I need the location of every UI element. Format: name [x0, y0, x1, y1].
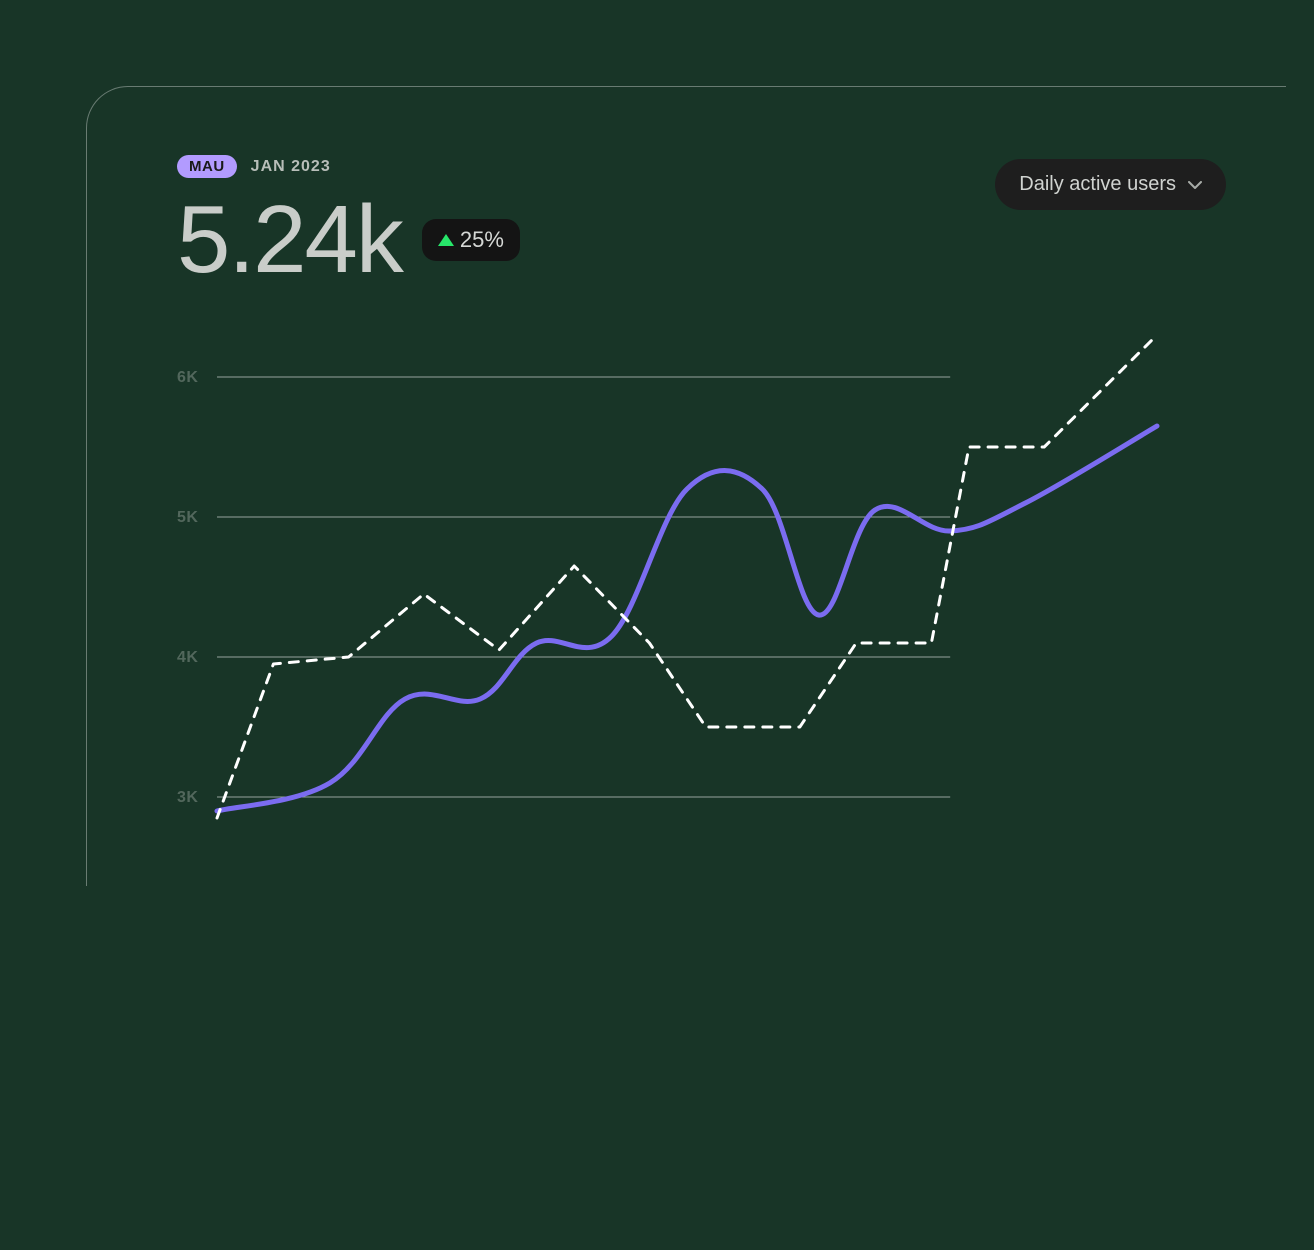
- series-previous: [217, 335, 1157, 818]
- metric-card: MAU JAN 2023 5.24k 25% Daily active user…: [86, 86, 1286, 886]
- y-axis-tick: 3K: [177, 789, 198, 806]
- y-axis-tick: 6K: [177, 369, 198, 386]
- date-label: JAN 2023: [251, 158, 331, 176]
- y-axis-tick: 4K: [177, 649, 198, 666]
- series-current: [217, 426, 1157, 811]
- chevron-down-icon: [1188, 173, 1202, 196]
- metric-value: 5.24k: [177, 192, 402, 288]
- y-axis-tick: 5K: [177, 509, 198, 526]
- metric-row: 5.24k 25%: [177, 192, 520, 288]
- change-badge: 25%: [422, 219, 520, 261]
- badge-row: MAU JAN 2023: [177, 155, 520, 178]
- card-header: MAU JAN 2023 5.24k 25% Daily active user…: [177, 155, 1226, 288]
- line-chart: 6K5K4K3K: [177, 377, 1157, 797]
- trend-up-icon: [438, 234, 454, 246]
- change-value: 25%: [460, 227, 504, 253]
- mau-badge: MAU: [177, 155, 237, 178]
- chart-area: 6K5K4K3K: [177, 377, 1157, 797]
- header-left: MAU JAN 2023 5.24k 25%: [177, 155, 520, 288]
- metric-dropdown[interactable]: Daily active users: [995, 159, 1226, 210]
- dropdown-label: Daily active users: [1019, 173, 1176, 196]
